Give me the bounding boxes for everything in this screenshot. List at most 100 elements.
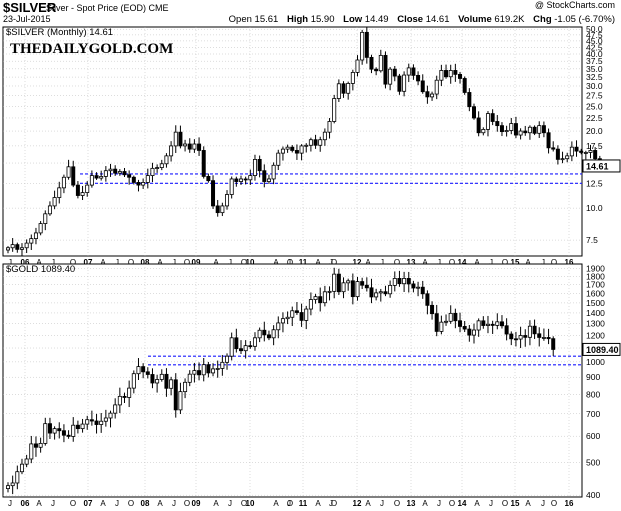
silver-y-tick-label: 32.5 <box>586 72 603 82</box>
silver-x-tick-label: 14 <box>458 258 467 267</box>
low-label: Low <box>343 14 363 25</box>
gold-candle-body <box>434 313 439 332</box>
gold-x-tick-label: O <box>70 499 76 508</box>
gold-candle-body <box>6 485 11 490</box>
gold-x-tick-label: 14 <box>458 499 467 508</box>
silver-candle-body <box>169 145 174 157</box>
gold-candle-body <box>80 423 85 430</box>
silver-candle-body <box>47 205 52 215</box>
silver-candle-body <box>332 98 337 122</box>
gold-candle-body <box>285 316 290 320</box>
quote-bar: Open 15.61 High 15.90 Low 14.49 Close 14… <box>229 14 615 25</box>
gold-candle-body <box>280 318 285 324</box>
gold-candle-body <box>47 423 52 434</box>
gold-x-tick-label: J <box>115 499 119 508</box>
gold-x-tick-label: A <box>36 499 42 508</box>
gold-candle-body <box>485 323 490 326</box>
silver-x-tick-label: O <box>449 258 455 267</box>
silver-x-tick-label: 15 <box>511 258 520 267</box>
gold-x-tick-label: A <box>474 499 480 508</box>
silver-candle-body <box>476 117 481 134</box>
silver-x-tick-label: J <box>172 258 176 267</box>
gold-candle-body <box>355 281 360 298</box>
gold-x-tick-label: O <box>128 499 134 508</box>
gold-x-tick-label: A <box>157 499 163 508</box>
silver-x-tick-label: A <box>100 258 106 267</box>
silver-candle-body <box>588 150 593 153</box>
gold-candle-body <box>113 404 118 414</box>
gold-candle-body <box>29 443 34 460</box>
gold-y-tick-label: 500 <box>586 458 600 468</box>
silver-x-tick-label: 11 <box>299 258 308 267</box>
silver-candle-body <box>85 184 90 193</box>
silver-y-tick-label: 22.5 <box>586 113 603 123</box>
silver-candle-body <box>206 176 211 182</box>
gold-x-tick-label: A <box>365 499 371 508</box>
gold-x-tick-label: J <box>8 499 12 508</box>
silver-y-tick-label: 7.5 <box>586 235 598 245</box>
gold-candle-body <box>411 283 416 289</box>
gold-x-tick-label: O <box>394 499 400 508</box>
silver-x-tick-label: 08 <box>141 258 150 267</box>
silver-candle-body <box>495 121 500 127</box>
silver-x-tick-label: A <box>157 258 163 267</box>
silver-candle-body <box>439 70 444 81</box>
close-value: 14.61 <box>425 14 450 25</box>
gold-candle-body <box>94 420 99 425</box>
gold-candle-body <box>211 368 216 374</box>
gold-candle-body <box>197 370 202 376</box>
gold-candle-body <box>439 321 444 332</box>
silver-candle-body <box>523 130 528 134</box>
silver-y-tick-label: 50.0 <box>586 24 603 34</box>
silver-x-tick-label: J <box>329 258 333 267</box>
silver-last-value-box <box>582 159 621 173</box>
gold-candle-body <box>364 284 369 289</box>
gold-candle-body <box>322 291 327 304</box>
silver-candle-body <box>271 164 276 180</box>
silver-candle-body <box>285 146 290 150</box>
gold-candle-body <box>225 355 230 363</box>
silver-y-tick-label: 42.5 <box>586 42 603 52</box>
gold-x-tick-label: J <box>380 499 384 508</box>
silver-candle-body <box>99 176 104 179</box>
gold-frame <box>2 263 583 498</box>
gold-candle-body <box>299 312 304 321</box>
silver-candle-body <box>94 175 99 179</box>
gold-candle-body <box>388 284 393 295</box>
silver-x-tick-label: 13 <box>407 258 416 267</box>
silver-candle-body <box>453 70 458 75</box>
silver-candle-body <box>509 123 514 131</box>
gold-x-tick-label: O <box>331 499 337 508</box>
silver-candle-body <box>336 83 341 99</box>
gold-panel: 4005006007008009001000110012001300140015… <box>2 263 621 508</box>
silver-candle-body <box>388 68 393 85</box>
silver-x-tick-label: J <box>115 258 119 267</box>
silver-candle-body <box>308 139 313 146</box>
gold-candle-body <box>71 424 76 437</box>
silver-candle-body <box>555 148 560 160</box>
gold-candle-body <box>169 379 174 389</box>
silver-candle-body <box>266 178 271 182</box>
silver-candle-body <box>369 56 374 70</box>
gold-candle-body <box>103 417 108 422</box>
gold-x-tick-label: A <box>213 499 219 508</box>
silver-x-tick-label: O <box>184 258 190 267</box>
gold-candle-body <box>327 290 332 293</box>
gold-x-tick-label: 07 <box>84 499 93 508</box>
silver-candle-body <box>318 139 323 146</box>
gold-candle-body <box>257 329 262 339</box>
gold-candle-body <box>38 442 43 448</box>
gold-candle-body <box>75 424 80 430</box>
silver-x-tick-label: O <box>551 258 557 267</box>
silver-candle-body <box>141 182 146 186</box>
silver-candle-body <box>406 67 411 76</box>
silver-x-tick-label: J <box>541 258 545 267</box>
gold-y-tick-label: 1400 <box>586 308 605 318</box>
silver-candle-body <box>15 244 20 250</box>
silver-x-tick-label: O <box>70 258 76 267</box>
gold-x-tick-label: A <box>273 499 279 508</box>
gold-candle-body <box>341 282 346 293</box>
silver-candle-body <box>145 175 150 183</box>
silver-candle-body <box>211 180 216 207</box>
gold-y-tick-label: 400 <box>586 490 600 500</box>
